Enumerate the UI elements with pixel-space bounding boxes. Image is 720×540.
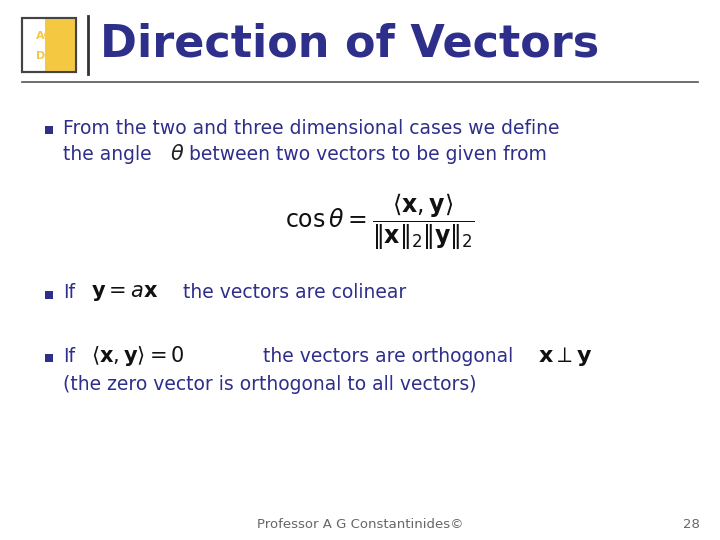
Text: From the two and three dimensional cases we define: From the two and three dimensional cases… bbox=[63, 118, 559, 138]
Text: the angle: the angle bbox=[63, 145, 152, 164]
Text: $\mathbf{y} = a\mathbf{x}$: $\mathbf{y} = a\mathbf{x}$ bbox=[91, 283, 158, 303]
Text: DSP: DSP bbox=[36, 51, 62, 61]
Text: If: If bbox=[63, 347, 75, 366]
Text: AGC: AGC bbox=[36, 31, 62, 42]
Text: If: If bbox=[63, 284, 75, 302]
Text: the vectors are colinear: the vectors are colinear bbox=[183, 284, 406, 302]
Bar bbox=[45, 291, 53, 299]
Bar bbox=[22, 18, 76, 72]
Text: Professor A G Constantinides©: Professor A G Constantinides© bbox=[257, 517, 463, 530]
Text: between two vectors to be given from: between two vectors to be given from bbox=[189, 145, 547, 164]
Text: $\mathbf{x} \perp \mathbf{y}$: $\mathbf{x} \perp \mathbf{y}$ bbox=[538, 345, 593, 368]
Bar bbox=[45, 354, 53, 362]
Bar bbox=[45, 18, 76, 72]
Bar bbox=[45, 126, 53, 134]
Text: (the zero vector is orthogonal to all vectors): (the zero vector is orthogonal to all ve… bbox=[63, 375, 477, 394]
Text: $\cos\theta = \dfrac{\langle \mathbf{x},\mathbf{y} \rangle}{\|\mathbf{x}\|_2\|\m: $\cos\theta = \dfrac{\langle \mathbf{x},… bbox=[285, 192, 475, 252]
Text: Direction of Vectors: Direction of Vectors bbox=[100, 23, 599, 65]
Text: $\theta$: $\theta$ bbox=[170, 144, 184, 164]
Text: 28: 28 bbox=[683, 517, 700, 530]
Text: the vectors are orthogonal: the vectors are orthogonal bbox=[263, 347, 513, 366]
Bar bbox=[22, 18, 76, 72]
Text: $\langle \mathbf{x},\mathbf{y} \rangle = 0$: $\langle \mathbf{x},\mathbf{y} \rangle =… bbox=[91, 344, 184, 368]
